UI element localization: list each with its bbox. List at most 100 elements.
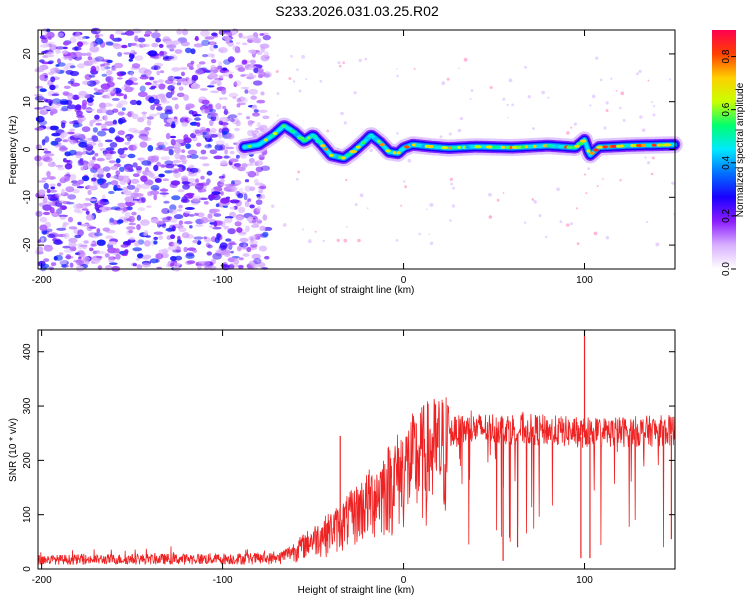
noise-blob [188,214,195,217]
noise-blob [56,182,62,187]
noise-blob [233,80,242,87]
ridge-hotspot [485,145,494,149]
noise-blob [162,147,171,151]
noise-blob [108,87,117,94]
noise-blob [257,262,266,268]
noise-blob [181,149,186,154]
noise-blob [86,52,92,57]
noise-blob [196,122,201,127]
noise-blob [78,256,82,260]
noise-dot [591,94,596,99]
noise-dot [596,185,599,188]
noise-blob [248,235,259,241]
ridge-hotspot [492,145,496,149]
noise-dot [531,198,534,201]
noise-blob [209,82,214,86]
noise-blob [97,89,105,94]
noise-blob [181,121,188,127]
noise-blob [218,60,223,67]
noise-blob [229,150,235,155]
noise-blob [218,120,224,126]
noise-blob [260,194,266,199]
noise-blob [162,178,170,182]
noise-blob [134,240,140,247]
noise-blob [115,170,120,177]
noise-blob [260,91,265,96]
noise-blob [110,165,119,170]
noise-blob [219,144,226,151]
noise-blob [131,82,139,85]
noise-blob [57,32,64,38]
noise-blob [135,257,140,261]
noise-blob [183,221,193,225]
noise-blob [92,163,101,171]
noise-blob [256,206,262,213]
noise-blob [171,225,176,232]
noise-blob [47,44,57,47]
noise-blob [152,80,158,84]
noise-blob [69,55,77,58]
noise-blob [208,130,216,134]
noise-blob [258,188,264,194]
noise-blob [176,92,185,98]
noise-blob [90,243,98,247]
noise-dot [641,128,646,132]
noise-blob [224,71,235,74]
ridge-hotspot [505,145,511,150]
noise-blob [146,205,152,209]
noise-blob [200,30,210,37]
noise-dot [638,69,642,73]
noise-blob [99,147,106,152]
colorbar-gradient [712,30,736,269]
noise-blob [99,182,109,189]
noise-dot [425,208,428,211]
noise-blob [103,62,110,66]
noise-blob [246,246,252,253]
noise-blob [96,228,101,233]
ridge-hotspot [471,145,476,149]
noise-blob [170,263,174,267]
noise-blob [136,214,142,221]
noise-dot [403,180,406,183]
noise-blob [156,161,162,167]
noise-blob [264,255,270,260]
noise-blob [104,114,108,122]
noise-blob [237,112,243,116]
noise-blob [160,217,169,220]
spectrogram-ytick-label: 0 [22,146,33,152]
noise-blob [131,113,139,120]
noise-blob [87,56,93,61]
noise-blob [185,143,192,150]
noise-blob [151,155,160,161]
noise-dot [469,97,472,100]
noise-blob [150,104,156,111]
noise-blob [253,67,259,74]
noise-dot [595,56,599,60]
noise-blob [164,79,174,85]
noise-blob [213,35,219,38]
snr-spikes [339,330,672,561]
noise-blob [198,197,208,201]
ridge-hotspot [392,151,397,155]
noise-blob [246,171,251,174]
noise-blob [131,77,138,82]
noise-dot [319,79,323,83]
noise-blob [153,240,158,245]
noise-blob [209,41,216,46]
noise-blob [160,100,171,104]
noise-blob [190,60,195,65]
noise-dot [413,67,416,70]
noise-blob [248,260,258,266]
noise-dot [566,131,570,135]
noise-blob [49,198,59,202]
noise-blob [149,76,155,81]
noise-blob [196,182,205,186]
ridge-hotspot [610,144,618,148]
ridge-hotspot [373,137,378,141]
noise-blob [238,102,246,106]
noise-blob [148,113,158,117]
ridge-hotspot [361,141,366,145]
noise-blob [69,36,77,44]
noise-blob [76,110,83,117]
